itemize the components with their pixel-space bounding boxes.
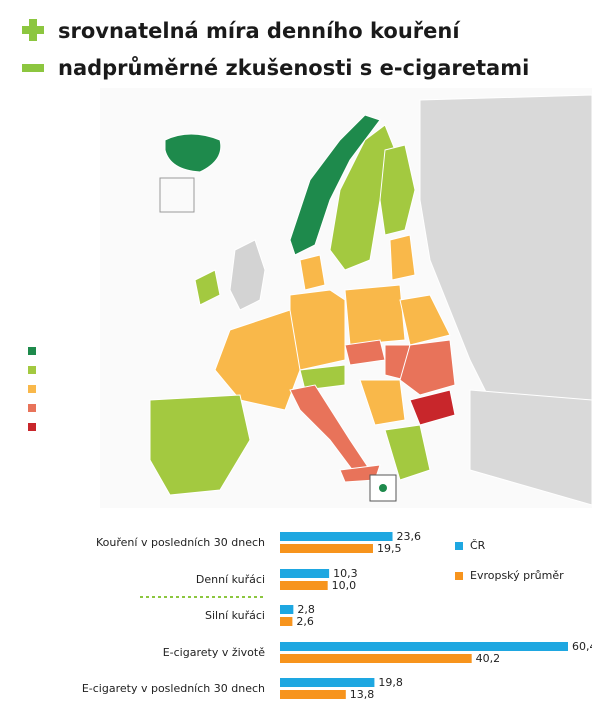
bar-chart: Kouření v posledních 30 dnech 23,619,5 Den… — [82, 530, 592, 701]
value-label: 10,0 — [332, 579, 357, 592]
bar — [280, 690, 346, 699]
value-label: 40,2 — [476, 652, 501, 665]
category-label: E-cigarety v životě — [163, 646, 266, 659]
minus-icon — [22, 64, 44, 72]
bar — [280, 544, 373, 553]
header-line: srovnatelná míra denního kouření — [58, 19, 461, 43]
value-label: 10,3 — [333, 567, 358, 580]
bar — [280, 581, 328, 590]
value-label: 60,4 — [572, 640, 592, 653]
value-label: 2,8 — [297, 603, 315, 616]
map — [28, 88, 592, 508]
category-label: Silní kuřáci — [205, 609, 265, 622]
legend-swatch — [455, 572, 463, 580]
legend-label: Evropský průměr — [470, 569, 564, 582]
category-label: Kouření v posledních 30 dnech — [96, 536, 265, 549]
value-label: 2,6 — [296, 615, 314, 628]
value-label: 19,5 — [377, 542, 402, 555]
value-label: 19,8 — [378, 676, 403, 689]
bar — [280, 532, 393, 541]
bar — [280, 605, 294, 614]
header-line: nadprůměrné zkušenosti s e-cigaretami — [58, 56, 529, 80]
value-label: 13,8 — [350, 688, 375, 701]
plus-icon — [22, 19, 44, 41]
category-label: Denní kuřáci — [196, 573, 265, 586]
bar — [280, 617, 293, 626]
legend-label: ČR — [470, 539, 486, 552]
legend-swatch — [455, 542, 463, 550]
category-label: E-cigarety v posledních 30 dnech — [82, 682, 265, 695]
value-label: 23,6 — [397, 530, 422, 543]
bar — [280, 642, 568, 651]
bar — [280, 678, 375, 687]
bar — [280, 569, 330, 578]
bar — [280, 654, 472, 663]
